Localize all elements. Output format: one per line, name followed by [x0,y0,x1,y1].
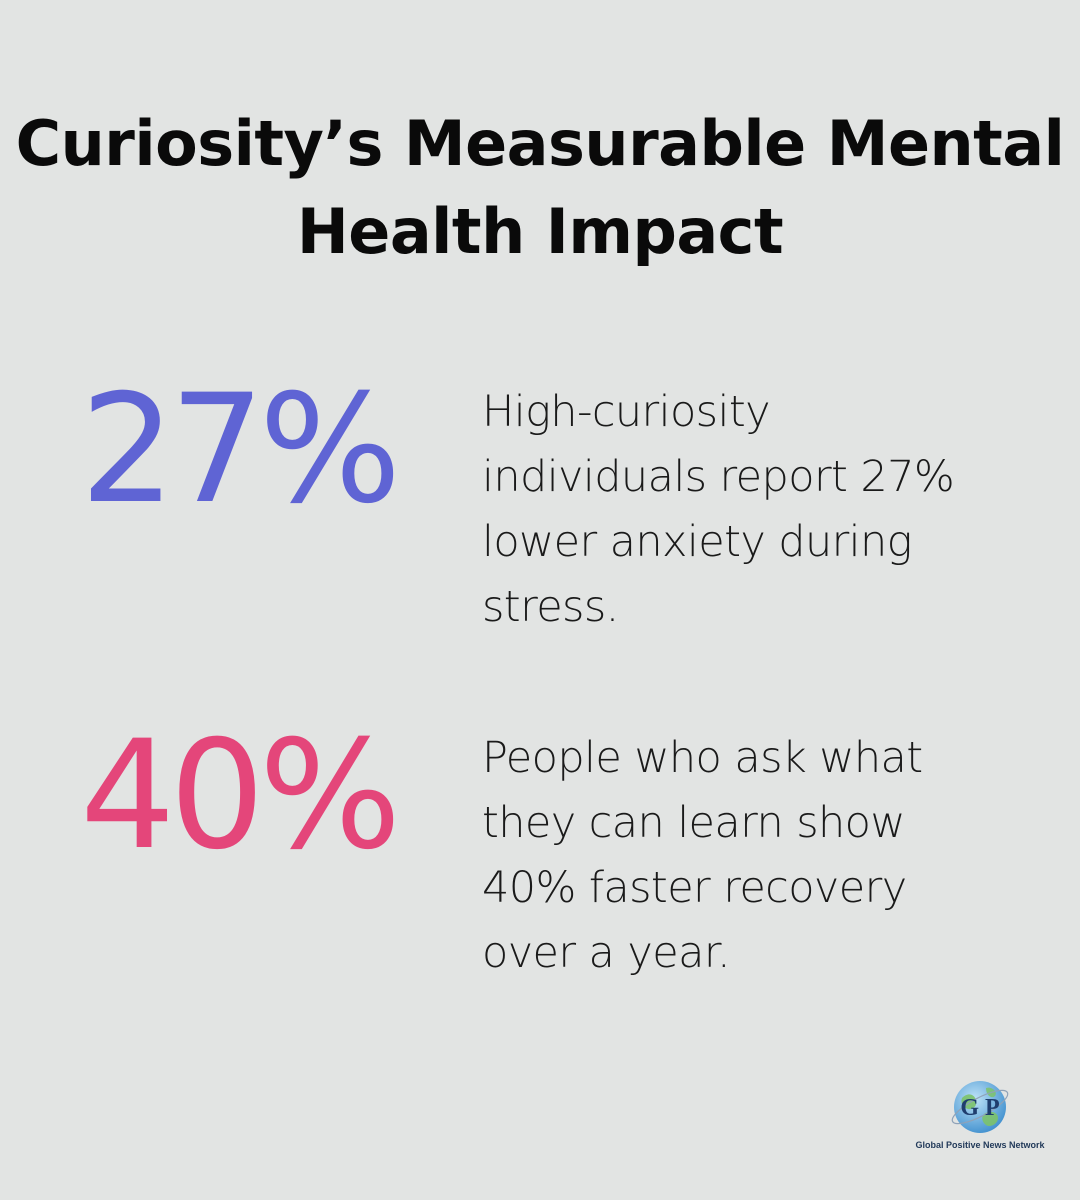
stat-anxiety: 27% High-curiosity individuals report 27… [0,363,1080,632]
globe-icon: G P [951,1081,1009,1133]
stat-description-anxiety: High-curiosity individuals report 27% lo… [482,387,955,632]
page-title: Curiosity’s Measurable Mental Health Imp… [15,107,1065,268]
stat-description-recovery: People who ask what they can learn show … [482,733,923,978]
logo-caption: Global Positive News Network [915,1140,1045,1150]
stat-recovery: 40% People who ask what they can learn s… [0,709,1080,978]
stat-value-27: 27% [80,363,401,537]
logo-letters: G P [960,1095,999,1121]
brand-logo: G P Global Positive News Network [912,1076,1048,1160]
stat-value-40: 40% [80,709,401,883]
